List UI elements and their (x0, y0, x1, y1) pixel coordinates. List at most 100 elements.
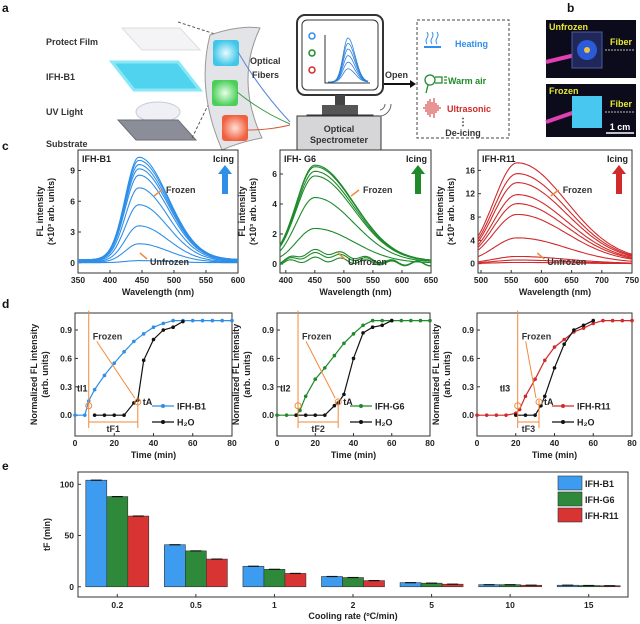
data-point (533, 377, 537, 382)
layer-label: IFH-B1 (46, 72, 75, 82)
y-tick-label: 0.0 (262, 410, 274, 420)
bar (127, 515, 150, 588)
x-tick-label: 60 (188, 438, 198, 448)
frozen-label: Frozen (522, 331, 552, 341)
ultrasonic-icon (423, 98, 441, 118)
x-tick-label: 1 (272, 600, 277, 610)
x-tick-label: 20 (511, 438, 521, 448)
chart-d2: 0 20 40 60 80 0.0 0.3 0.6 0.9 Time (min) Normalize… (231, 310, 435, 460)
y-tick-label: 0 (470, 259, 475, 269)
frozen-label: Frozen (363, 185, 393, 195)
data-point (620, 318, 625, 323)
spectrum-line (279, 197, 432, 262)
data-point (370, 325, 375, 329)
unfrozen-pointer (139, 252, 148, 260)
data-point (494, 413, 499, 417)
x-axis-label: Wavelength (nm) (319, 287, 391, 297)
deicing-label: De-icing (445, 128, 481, 138)
y-tick-label: 0.6 (462, 353, 474, 363)
substrate-layer (116, 119, 198, 141)
bar (106, 496, 129, 588)
data-point (132, 339, 136, 344)
spectrum-line (477, 162, 633, 255)
data-point (230, 318, 234, 323)
spectrum-line (477, 182, 633, 257)
y-tick-label: 0.3 (60, 382, 72, 392)
y-tick-label: 0.3 (262, 382, 274, 392)
series-line (515, 320, 594, 416)
spectrum-line (477, 213, 633, 260)
action-warm-air: Warm air (448, 76, 487, 86)
x-tick-label: 600 (534, 275, 548, 285)
spectrum-line (279, 248, 432, 267)
data-point (581, 323, 586, 328)
layer-label: UV Light (46, 107, 83, 117)
x-axis-label: Time (min) (532, 450, 577, 460)
bar (342, 577, 364, 588)
y-tick-label: 4 (470, 235, 475, 245)
bar (321, 576, 343, 588)
plot-frame (477, 149, 633, 274)
spectrum-line (78, 159, 239, 261)
data-point (562, 337, 566, 342)
deicing-box (416, 19, 510, 139)
tf-label: tF2 (311, 424, 325, 434)
action-heating: Heating (455, 39, 488, 49)
x-tick-label: 0 (73, 438, 78, 448)
monitor-base (322, 105, 358, 115)
bar (363, 580, 385, 588)
y-tick-label: 0.9 (262, 325, 274, 335)
data-point (475, 413, 479, 417)
data-point (332, 353, 337, 358)
x-tick-label: 700 (595, 275, 609, 285)
layer-label: Protect Film (46, 37, 98, 47)
data-point (303, 413, 308, 417)
legend-label: IFH-R11 (577, 402, 611, 412)
y-axis-label: (arb. units) (442, 351, 452, 398)
ifh-layer (108, 60, 204, 92)
data-point (380, 323, 384, 328)
x-tick-label: 550 (366, 275, 380, 285)
frozen-label: Frozen (563, 185, 593, 195)
dashed-line (177, 21, 216, 35)
green-sensor-pad (212, 80, 238, 106)
bar (284, 573, 307, 588)
ta-marker (334, 398, 342, 406)
legend-label: IFH-B1 (585, 479, 614, 489)
icing-arrow-shaft (222, 174, 228, 194)
ellipsis: ⋮ (458, 117, 468, 128)
y-axis-label: (arb. units) (40, 351, 50, 398)
heating-icon (424, 31, 441, 48)
x-tick-label: 500 (474, 275, 488, 285)
data-point (112, 413, 117, 417)
icing-label: Icing (406, 154, 427, 164)
bar (242, 565, 265, 588)
spectrometer-label: Optical (324, 124, 355, 134)
y-tick-label: 8 (470, 212, 475, 222)
bar (263, 569, 286, 588)
mini-axes (324, 35, 370, 84)
data-point (323, 413, 327, 417)
sample-center (584, 47, 590, 53)
data-point (513, 413, 518, 417)
data-point (630, 318, 634, 323)
data-point (102, 413, 107, 417)
x-tick-label: 60 (589, 438, 599, 448)
data-point (370, 318, 375, 323)
ti-label: tI2 (280, 384, 291, 394)
frozen-label: Frozen (549, 86, 579, 96)
ti-label: tI3 (500, 384, 511, 394)
panel-label-a: a (2, 1, 9, 15)
x-tick-label: 500 (337, 275, 351, 285)
icing-label: Icing (607, 154, 628, 164)
x-tick-label: 550 (504, 275, 518, 285)
y-tick-label: 2 (272, 229, 277, 239)
spectrum-line (477, 194, 633, 258)
frozen-pointer (550, 189, 560, 197)
photo-frozen: Frozen Fiber 1 cm (545, 84, 636, 137)
legend-marker (561, 420, 565, 424)
data-point (591, 318, 596, 323)
y-tick-label: 0.0 (60, 410, 72, 420)
x-tick-label: 40 (149, 438, 159, 448)
icing-arrow-icon (411, 165, 425, 174)
